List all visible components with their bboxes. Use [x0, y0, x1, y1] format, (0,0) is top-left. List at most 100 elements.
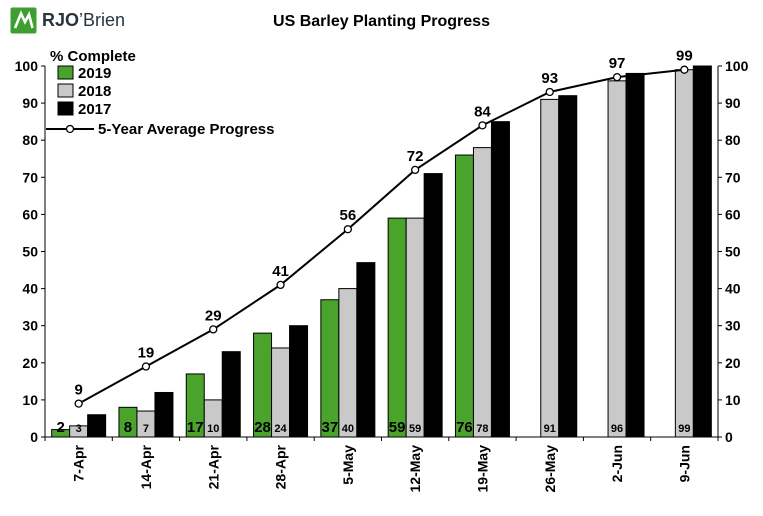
- average-marker: [680, 65, 689, 74]
- bar-2017-9-Jun: [692, 65, 712, 438]
- x-category-label: 21-Apr: [205, 444, 221, 489]
- y-tick-label-left: 10: [22, 392, 38, 408]
- brand-logo-icon: [10, 7, 37, 34]
- brand-logo: RJO’Brien: [10, 7, 125, 34]
- y-tick-label-left: 20: [22, 355, 38, 371]
- bar-label-2018-7-Apr: 3: [76, 423, 82, 435]
- bar-label-2018-14-Apr: 7: [143, 423, 149, 435]
- brand-name-bold: RJO: [42, 10, 80, 30]
- chart-title: US Barley Planting Progress: [273, 13, 490, 30]
- y-tick-label-left: 60: [22, 206, 38, 222]
- brand-name: RJO’Brien: [42, 10, 125, 31]
- average-marker: [141, 362, 151, 371]
- legend-label-average: 5-Year Average Progress: [98, 121, 275, 138]
- y-tick-label-left: 70: [22, 169, 38, 185]
- bar-2018-5-May: [338, 288, 358, 438]
- bar-label-2018-5-May: 40: [342, 423, 354, 435]
- average-marker: [276, 280, 285, 290]
- average-label-14-Apr: 19: [138, 345, 155, 362]
- bar-label-2018-19-May: 78: [476, 423, 488, 435]
- y-tick-label-right: 70: [725, 169, 741, 185]
- bar-label-2018-2-Jun: 96: [611, 423, 623, 435]
- bar-2017-5-May: [356, 262, 376, 438]
- bar-2019-12-May: [387, 217, 407, 438]
- bar-2017-26-May: [558, 95, 578, 438]
- y-tick-label-right: 60: [725, 206, 741, 222]
- y-tick-label-right: 20: [725, 355, 741, 371]
- average-label-19-May: 84: [474, 103, 491, 120]
- bar-2018-2-Jun: [607, 80, 627, 438]
- y-tick-label-right: 50: [725, 244, 741, 260]
- bar-label-2019-21-Apr: 17: [187, 419, 204, 436]
- y-tick-label-left: 0: [30, 429, 38, 445]
- average-line: [78, 68, 685, 405]
- legend-swatch-2018: [57, 83, 74, 98]
- bar-2017-14-Apr: [154, 391, 174, 438]
- x-category-label: 2-Jun: [609, 445, 625, 482]
- x-category-label: 14-Apr: [138, 444, 154, 489]
- y-tick-label-left: 50: [22, 244, 38, 260]
- legend-label-2019: 2019: [78, 65, 111, 82]
- average-label-2-Jun: 97: [609, 55, 626, 72]
- y-tick-label-left: 100: [15, 58, 39, 74]
- bar-label-2018-12-May: 59: [409, 423, 421, 435]
- average-label-26-May: 93: [541, 70, 558, 87]
- legend-swatch-2017: [57, 101, 74, 116]
- x-category-label: 19-May: [474, 445, 490, 493]
- x-category-label: 7-Apr: [71, 444, 87, 481]
- bar-2017-12-May: [423, 173, 443, 438]
- y-tick-label-right: 100: [725, 58, 749, 74]
- bar-label-2019-5-May: 37: [322, 419, 339, 436]
- average-marker: [74, 399, 83, 408]
- bar-label-2018-21-Apr: 10: [207, 423, 219, 435]
- bar-2018-9-Jun: [674, 69, 694, 438]
- y-tick-label-left: 80: [22, 132, 38, 148]
- legend-swatch-2019: [57, 65, 74, 80]
- bar-2017-21-Apr: [221, 351, 241, 438]
- bar-2018-12-May: [405, 217, 425, 438]
- average-marker: [545, 87, 554, 97]
- bar-label-2018-9-Jun: 99: [678, 423, 690, 435]
- average-label-5-May: 56: [340, 207, 357, 224]
- y-axis-title: % Complete: [50, 48, 136, 65]
- y-tick-label-right: 80: [725, 132, 741, 148]
- average-marker: [410, 165, 420, 175]
- bar-label-2019-12-May: 59: [389, 419, 406, 436]
- average-label-9-Jun: 99: [676, 48, 693, 65]
- average-label-21-Apr: 29: [205, 307, 222, 324]
- y-tick-label-right: 0: [725, 429, 733, 445]
- bar-2017-28-Apr: [289, 325, 309, 438]
- bar-label-2018-26-May: 91: [544, 423, 556, 435]
- bar-2018-19-May: [472, 147, 492, 438]
- average-marker: [343, 225, 353, 234]
- y-tick-label-left: 40: [22, 281, 38, 297]
- legend-line-marker: [65, 124, 75, 134]
- average-label-28-Apr: 41: [272, 263, 289, 280]
- x-category-label: 9-Jun: [676, 445, 692, 482]
- bar-2017-19-May: [490, 121, 510, 438]
- x-category-label: 5-May: [340, 445, 356, 485]
- average-label-7-Apr: 9: [74, 382, 82, 399]
- average-marker: [209, 325, 218, 334]
- bar-2017-7-Apr: [87, 414, 107, 438]
- y-tick-label-right: 10: [725, 392, 741, 408]
- y-tick-label-left: 30: [22, 318, 38, 334]
- bar-label-2019-19-May: 76: [456, 419, 473, 436]
- bar-2017-2-Jun: [625, 72, 645, 438]
- y-tick-label-right: 90: [725, 95, 741, 111]
- bar-2019-5-May: [320, 299, 340, 438]
- y-tick-label-right: 30: [725, 318, 741, 334]
- x-category-label: 12-May: [407, 445, 423, 493]
- bar-2018-26-May: [540, 98, 560, 438]
- average-marker: [612, 72, 622, 82]
- bar-label-2019-14-Apr: 8: [124, 419, 132, 436]
- bar-label-2019-7-Apr: 2: [56, 419, 64, 436]
- x-category-label: 26-May: [542, 445, 558, 493]
- legend-label-2017: 2017: [78, 101, 111, 118]
- brand-name-rest: ’Brien: [79, 10, 126, 30]
- legend-label-2018: 2018: [78, 83, 111, 100]
- bar-label-2018-28-Apr: 24: [274, 423, 287, 435]
- x-category-label: 28-Apr: [273, 444, 289, 489]
- average-label-12-May: 72: [407, 148, 424, 165]
